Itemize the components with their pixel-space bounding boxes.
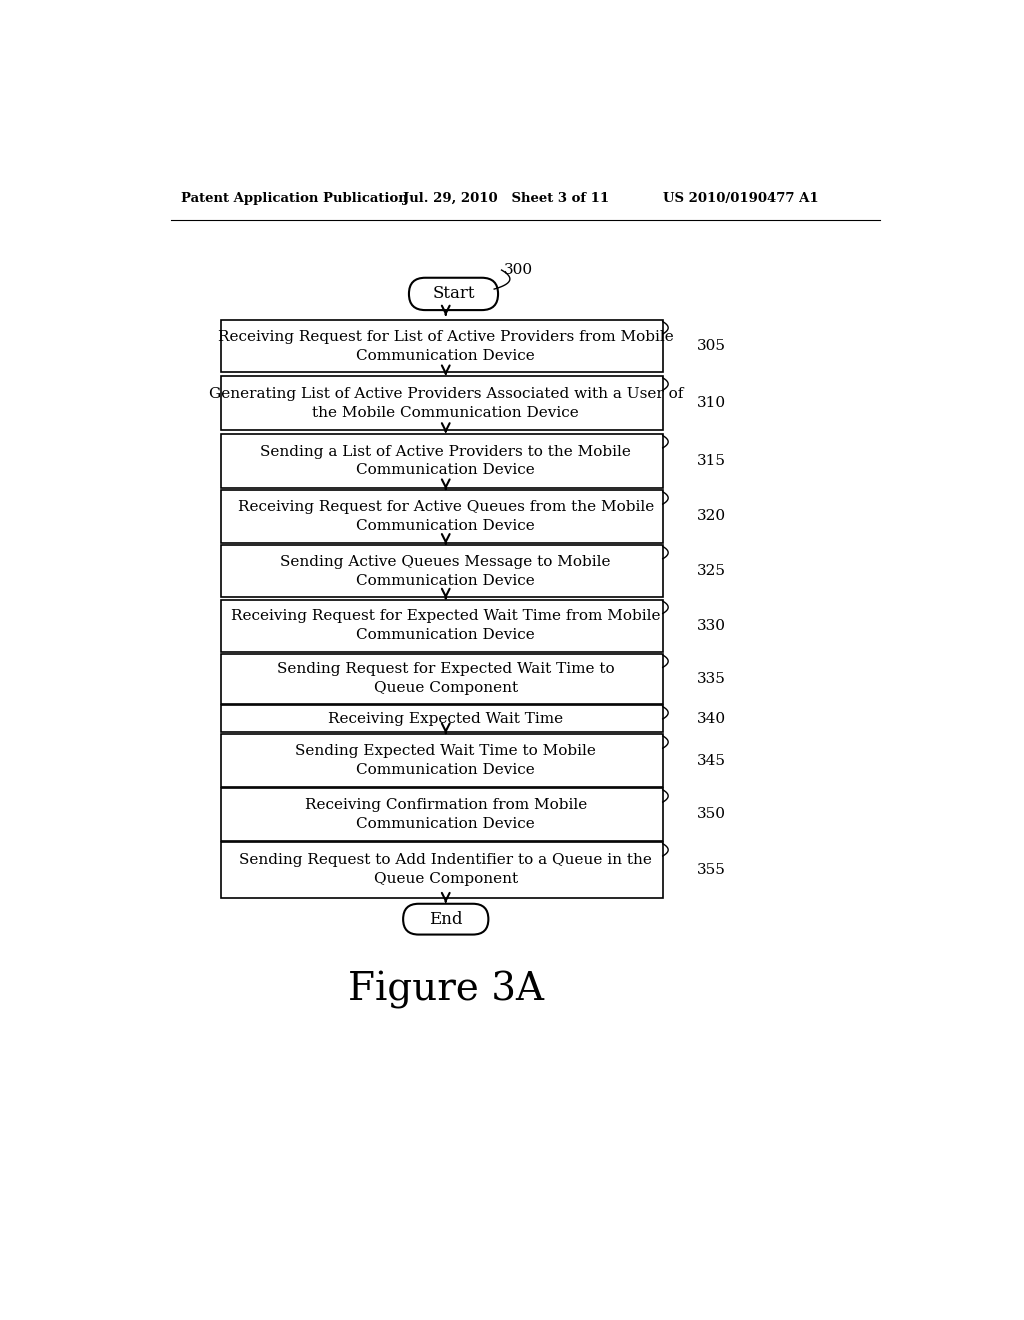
- Text: End: End: [429, 911, 463, 928]
- FancyBboxPatch shape: [403, 904, 488, 935]
- Text: Receiving Confirmation from Mobile
Communication Device: Receiving Confirmation from Mobile Commu…: [304, 799, 587, 830]
- FancyBboxPatch shape: [221, 321, 663, 372]
- Text: Generating List of Active Providers Associated with a User of
the Mobile Communi: Generating List of Active Providers Asso…: [209, 387, 683, 420]
- Text: 350: 350: [697, 808, 726, 821]
- Text: Sending a List of Active Providers to the Mobile
Communication Device: Sending a List of Active Providers to th…: [260, 445, 631, 478]
- Text: 325: 325: [697, 564, 726, 578]
- Text: 320: 320: [697, 510, 726, 524]
- Text: 340: 340: [697, 711, 726, 726]
- Text: 305: 305: [697, 339, 726, 354]
- Text: Jul. 29, 2010   Sheet 3 of 11: Jul. 29, 2010 Sheet 3 of 11: [403, 191, 609, 205]
- Text: Receiving Request for List of Active Providers from Mobile
Communication Device: Receiving Request for List of Active Pro…: [218, 330, 674, 363]
- FancyBboxPatch shape: [221, 376, 663, 430]
- FancyBboxPatch shape: [221, 842, 663, 898]
- Text: Patent Application Publication: Patent Application Publication: [180, 191, 408, 205]
- FancyBboxPatch shape: [221, 705, 663, 733]
- Text: Sending Expected Wait Time to Mobile
Communication Device: Sending Expected Wait Time to Mobile Com…: [295, 744, 596, 777]
- Text: 300: 300: [504, 263, 534, 277]
- Text: Figure 3A: Figure 3A: [348, 972, 544, 1008]
- FancyBboxPatch shape: [221, 434, 663, 488]
- Text: Start: Start: [432, 285, 475, 302]
- FancyBboxPatch shape: [221, 599, 663, 652]
- Text: Sending Active Queues Message to Mobile
Communication Device: Sending Active Queues Message to Mobile …: [281, 554, 611, 587]
- Text: Sending Request to Add Indentifier to a Queue in the
Queue Component: Sending Request to Add Indentifier to a …: [240, 854, 652, 886]
- FancyBboxPatch shape: [221, 734, 663, 787]
- Text: US 2010/0190477 A1: US 2010/0190477 A1: [663, 191, 818, 205]
- FancyBboxPatch shape: [221, 653, 663, 704]
- Text: Sending Request for Expected Wait Time to
Queue Component: Sending Request for Expected Wait Time t…: [276, 663, 614, 696]
- Text: Receiving Expected Wait Time: Receiving Expected Wait Time: [328, 711, 563, 726]
- Text: 315: 315: [697, 454, 726, 469]
- Text: 345: 345: [697, 754, 726, 767]
- FancyBboxPatch shape: [409, 277, 498, 310]
- Text: 355: 355: [697, 863, 726, 876]
- FancyBboxPatch shape: [221, 545, 663, 598]
- FancyBboxPatch shape: [221, 788, 663, 841]
- Text: 310: 310: [697, 396, 726, 411]
- Text: 335: 335: [697, 672, 726, 685]
- Text: Receiving Request for Expected Wait Time from Mobile
Communication Device: Receiving Request for Expected Wait Time…: [231, 610, 660, 643]
- Text: Receiving Request for Active Queues from the Mobile
Communication Device: Receiving Request for Active Queues from…: [238, 500, 654, 533]
- FancyBboxPatch shape: [221, 490, 663, 543]
- Text: 330: 330: [697, 619, 726, 632]
